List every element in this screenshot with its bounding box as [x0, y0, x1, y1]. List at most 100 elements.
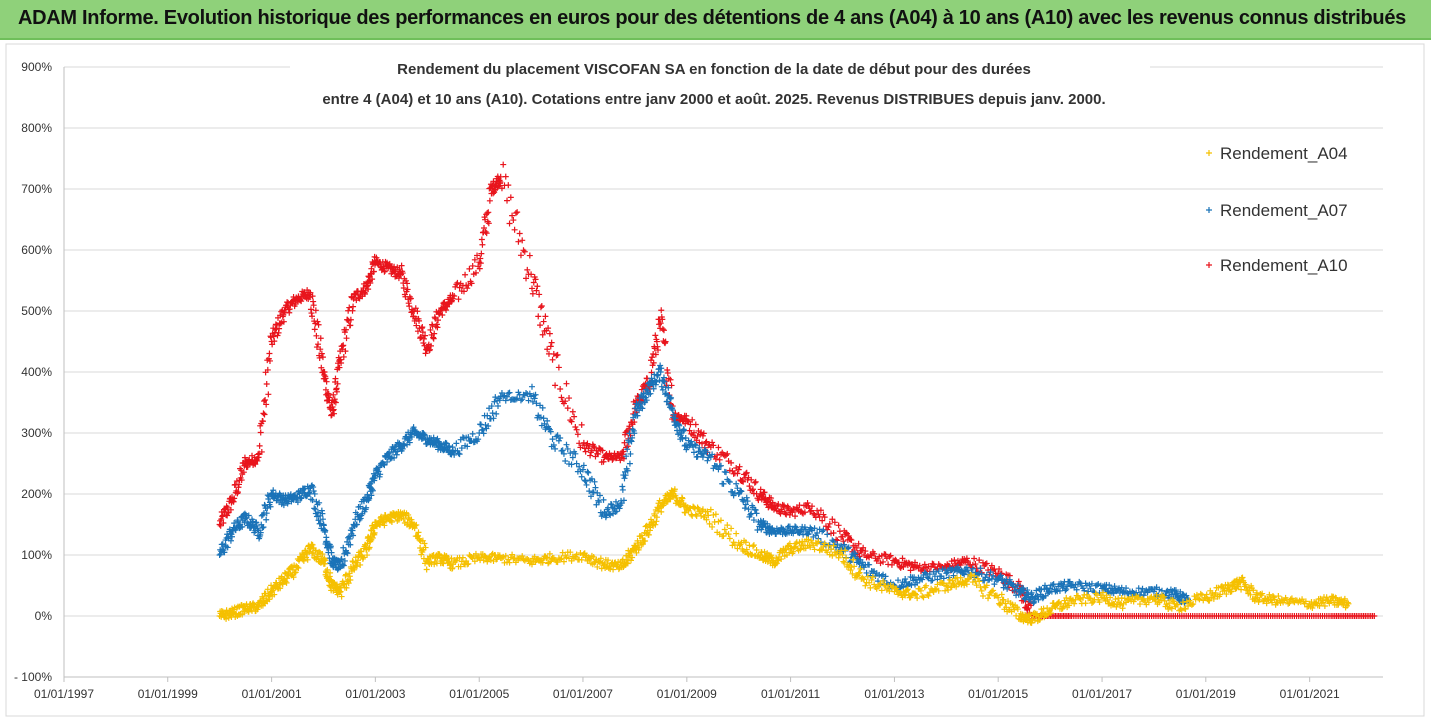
series-marker — [649, 354, 656, 361]
series-marker — [318, 350, 325, 357]
series-marker — [599, 447, 606, 454]
series-marker — [557, 385, 564, 392]
series-marker — [733, 530, 740, 537]
series-marker — [316, 354, 323, 361]
series-marker — [485, 209, 492, 216]
series-marker — [342, 348, 349, 355]
series-marker — [271, 338, 278, 345]
series-marker — [276, 325, 283, 332]
series-marker — [829, 516, 836, 523]
series-marker — [453, 440, 460, 447]
series-marker — [311, 505, 318, 512]
series-marker — [504, 197, 511, 204]
y-tick-label: 0% — [35, 609, 53, 623]
series-marker — [659, 316, 666, 323]
series-marker — [369, 276, 376, 283]
x-tick-label: 01/01/1997 — [34, 687, 94, 701]
series-marker — [616, 454, 623, 461]
series-marker — [340, 342, 347, 349]
series-marker — [438, 306, 445, 313]
series-marker — [716, 456, 723, 463]
series-marker — [587, 452, 594, 459]
series-marker — [544, 346, 551, 353]
legend-label: Rendement_A07 — [1220, 201, 1348, 220]
series-marker — [751, 479, 758, 486]
x-tick-label: 01/01/2021 — [1280, 687, 1340, 701]
series-marker — [439, 311, 446, 318]
series-marker — [733, 480, 740, 487]
series-marker — [562, 457, 569, 464]
series-marker — [471, 256, 478, 263]
series-marker — [664, 370, 671, 377]
series-marker — [826, 520, 833, 527]
series-marker — [312, 307, 319, 314]
y-tick-label: 300% — [21, 426, 52, 440]
series-marker — [309, 293, 316, 300]
series-marker — [454, 279, 461, 286]
series-marker — [653, 338, 660, 345]
legend-label: Rendement_A04 — [1220, 144, 1348, 163]
series-marker — [407, 295, 414, 302]
series-marker — [748, 476, 755, 483]
series-marker — [753, 490, 760, 497]
series-marker — [830, 530, 837, 537]
series-marker — [317, 346, 324, 353]
series-marker — [755, 497, 762, 504]
series-marker — [609, 456, 616, 463]
series-marker — [825, 524, 832, 531]
series-marker — [477, 260, 484, 267]
series-marker — [743, 469, 750, 476]
series-marker — [528, 383, 535, 390]
series-marker — [532, 276, 539, 283]
series-marker — [712, 456, 719, 463]
series-marker — [510, 217, 517, 224]
y-tick-label: 900% — [21, 60, 52, 74]
series-marker — [528, 285, 535, 292]
y-tick-label: 800% — [21, 121, 52, 135]
series-marker — [365, 286, 372, 293]
series-marker — [824, 531, 831, 538]
series-marker — [481, 224, 488, 231]
series-marker — [469, 262, 476, 269]
series-marker — [537, 304, 544, 311]
series-marker — [585, 469, 592, 476]
series-marker — [728, 525, 735, 532]
series-marker — [704, 457, 711, 464]
series-marker — [485, 220, 492, 227]
series-marker — [319, 354, 326, 361]
series-marker — [690, 429, 697, 436]
series-marker — [620, 448, 627, 455]
series-marker — [900, 563, 907, 570]
series-marker — [761, 489, 768, 496]
series-marker — [258, 448, 265, 455]
series-marker — [741, 505, 748, 512]
series-marker — [399, 270, 406, 277]
series-marker — [882, 551, 889, 558]
series-marker — [566, 395, 573, 402]
series-marker — [734, 470, 741, 477]
series-marker — [514, 209, 521, 216]
series-marker — [853, 544, 860, 551]
series-marker — [466, 265, 473, 272]
series-marker — [443, 306, 450, 313]
series-marker — [512, 210, 519, 217]
series-marker — [280, 318, 287, 325]
series-marker — [321, 368, 328, 375]
series-marker — [524, 266, 531, 273]
series-marker — [313, 344, 320, 351]
series-marker — [720, 480, 727, 487]
series-marker — [427, 326, 434, 333]
series-marker — [459, 554, 466, 561]
series-marker — [895, 559, 902, 566]
series-marker — [845, 532, 852, 539]
series-marker — [262, 397, 269, 404]
series-marker — [233, 478, 240, 485]
series-marker — [414, 308, 421, 315]
series-marker — [333, 388, 340, 395]
series-marker — [769, 499, 776, 506]
series-marker — [334, 380, 341, 387]
y-tick-label: 400% — [21, 365, 52, 379]
series-marker — [843, 529, 850, 536]
series-marker — [254, 457, 261, 464]
